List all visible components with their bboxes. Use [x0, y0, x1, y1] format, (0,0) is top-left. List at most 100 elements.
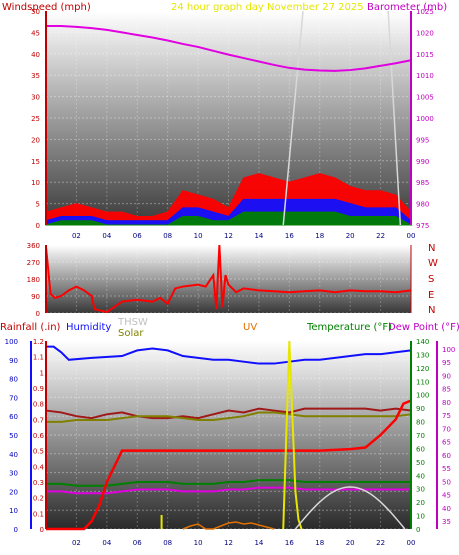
humidity-line [46, 345, 412, 365]
dew-tick: 45 [442, 492, 451, 500]
x-tick-bot: 06 [133, 539, 142, 547]
temperature-line [46, 411, 412, 423]
x-tick-top: 10 [194, 232, 203, 240]
rain-tick: 0.7 [33, 416, 44, 424]
dew-tick: 75 [442, 412, 451, 420]
solar-line [282, 340, 303, 530]
pct-tick: 30 [9, 470, 18, 478]
pct-tick: 70 [9, 394, 18, 402]
wind-tick: 0 [36, 222, 40, 230]
pct-tick: 60 [9, 413, 18, 421]
x-tick-bot: 20 [346, 539, 355, 547]
dew-tick: 50 [442, 478, 451, 486]
x-tick-bot: 00 [407, 539, 416, 547]
temp-tick: 120 [416, 365, 429, 373]
x-tick-bot: 02 [72, 539, 81, 547]
dew-tick: 65 [442, 439, 451, 447]
x-tick-bot: 16 [285, 539, 294, 547]
pct-tick: 40 [9, 451, 18, 459]
x-tick-bot: 14 [254, 539, 263, 547]
temp-tick: 140 [416, 338, 429, 346]
dew-tick: 55 [442, 465, 451, 473]
dew-tick: 40 [442, 505, 451, 513]
dew-tick: 80 [442, 399, 451, 407]
rain-tick: 0.1 [33, 510, 44, 518]
wind-tick: 20 [31, 136, 40, 144]
x-tick-top: 22 [376, 232, 385, 240]
dir-tick: 0 [36, 310, 40, 318]
dew-tick: 70 [442, 425, 451, 433]
pct-tick: 10 [9, 507, 18, 515]
temp-tick: 60 [416, 445, 425, 453]
temp-tick: 40 [416, 472, 425, 480]
pct-tick: 50 [9, 432, 18, 440]
rain-tick: 1.2 [33, 338, 44, 346]
baro-tick: 990 [416, 158, 429, 166]
temp-tick: 30 [416, 486, 425, 494]
compass-n-top: N [428, 243, 435, 254]
daylight-line [282, 10, 304, 226]
thsw-label: THSW [117, 317, 148, 328]
axes-layer: 0510152025303540455097598098599099510001… [5, 8, 456, 547]
compass-s: S [428, 274, 434, 285]
pct-tick: 0 [14, 526, 18, 534]
barometer-label: Barometer (mb) [367, 2, 447, 13]
dewpoint-line [46, 486, 411, 495]
temp-tick: 70 [416, 432, 425, 440]
thsw-line [45, 407, 412, 420]
x-tick-bot: 10 [194, 539, 203, 547]
dew-tick: 35 [442, 518, 451, 526]
rain-tick: 0.8 [33, 401, 44, 409]
rainfall-label: Rainfall (.in) [0, 322, 61, 333]
uv-label: UV [243, 322, 257, 333]
baro-tick: 995 [416, 136, 429, 144]
wind-tick: 30 [31, 94, 40, 102]
temperature-label: Temperature (°F) [306, 322, 392, 333]
baro-tick: 1000 [416, 115, 434, 123]
baro-tick: 1020 [416, 29, 434, 37]
wind-tick: 10 [31, 179, 40, 187]
dew-tick: 100 [442, 346, 455, 354]
rain-tick: 0.6 [33, 432, 45, 440]
solar-label: Solar [118, 328, 144, 339]
wind-low-area [45, 211, 413, 226]
rain-tick: 1.1 [33, 354, 44, 362]
solar-arc [294, 486, 406, 530]
wind-tick: 45 [31, 29, 40, 37]
temp-tick: 0 [416, 526, 420, 534]
temp-tick: 50 [416, 459, 425, 467]
baro-tick: 980 [416, 201, 429, 209]
dew-tick: 60 [442, 452, 451, 460]
x-tick-top: 16 [285, 232, 294, 240]
dew-tick: 90 [442, 372, 451, 380]
compass-w: W [428, 258, 438, 269]
temp-tick: 20 [416, 499, 425, 507]
x-tick-bot: 22 [376, 539, 385, 547]
x-tick-top: 14 [254, 232, 263, 240]
temp-tick: 130 [416, 351, 429, 359]
dir-tick: 270 [27, 259, 40, 267]
dewpoint-label: Dew Point (°F) [388, 322, 459, 333]
temp-tick: 10 [416, 513, 425, 521]
x-tick-top: 20 [346, 232, 355, 240]
date-title: 24 hour graph day November 27 2025 [171, 2, 364, 13]
temp-tick: 90 [416, 405, 425, 413]
wind-tick: 40 [31, 51, 40, 59]
humidity-label: Humidity [66, 322, 111, 333]
wind-tick: 25 [31, 115, 40, 123]
wind-tick: 50 [31, 8, 40, 16]
temp-tick: 80 [416, 419, 425, 427]
x-tick-bot: 18 [315, 539, 324, 547]
baro-tick: 975 [416, 222, 429, 230]
baro-tick: 1025 [416, 8, 434, 16]
wind-tick: 5 [36, 201, 40, 209]
wind-tick: 15 [31, 158, 40, 166]
rain-tick: 1 [40, 369, 44, 377]
dew-tick: 85 [442, 386, 451, 394]
x-tick-top: 06 [133, 232, 142, 240]
direction-line [45, 244, 412, 314]
windspeed-label: Windspeed (mph) [2, 2, 91, 13]
x-tick-top: 00 [407, 232, 416, 240]
direction-plot-area [46, 245, 411, 313]
